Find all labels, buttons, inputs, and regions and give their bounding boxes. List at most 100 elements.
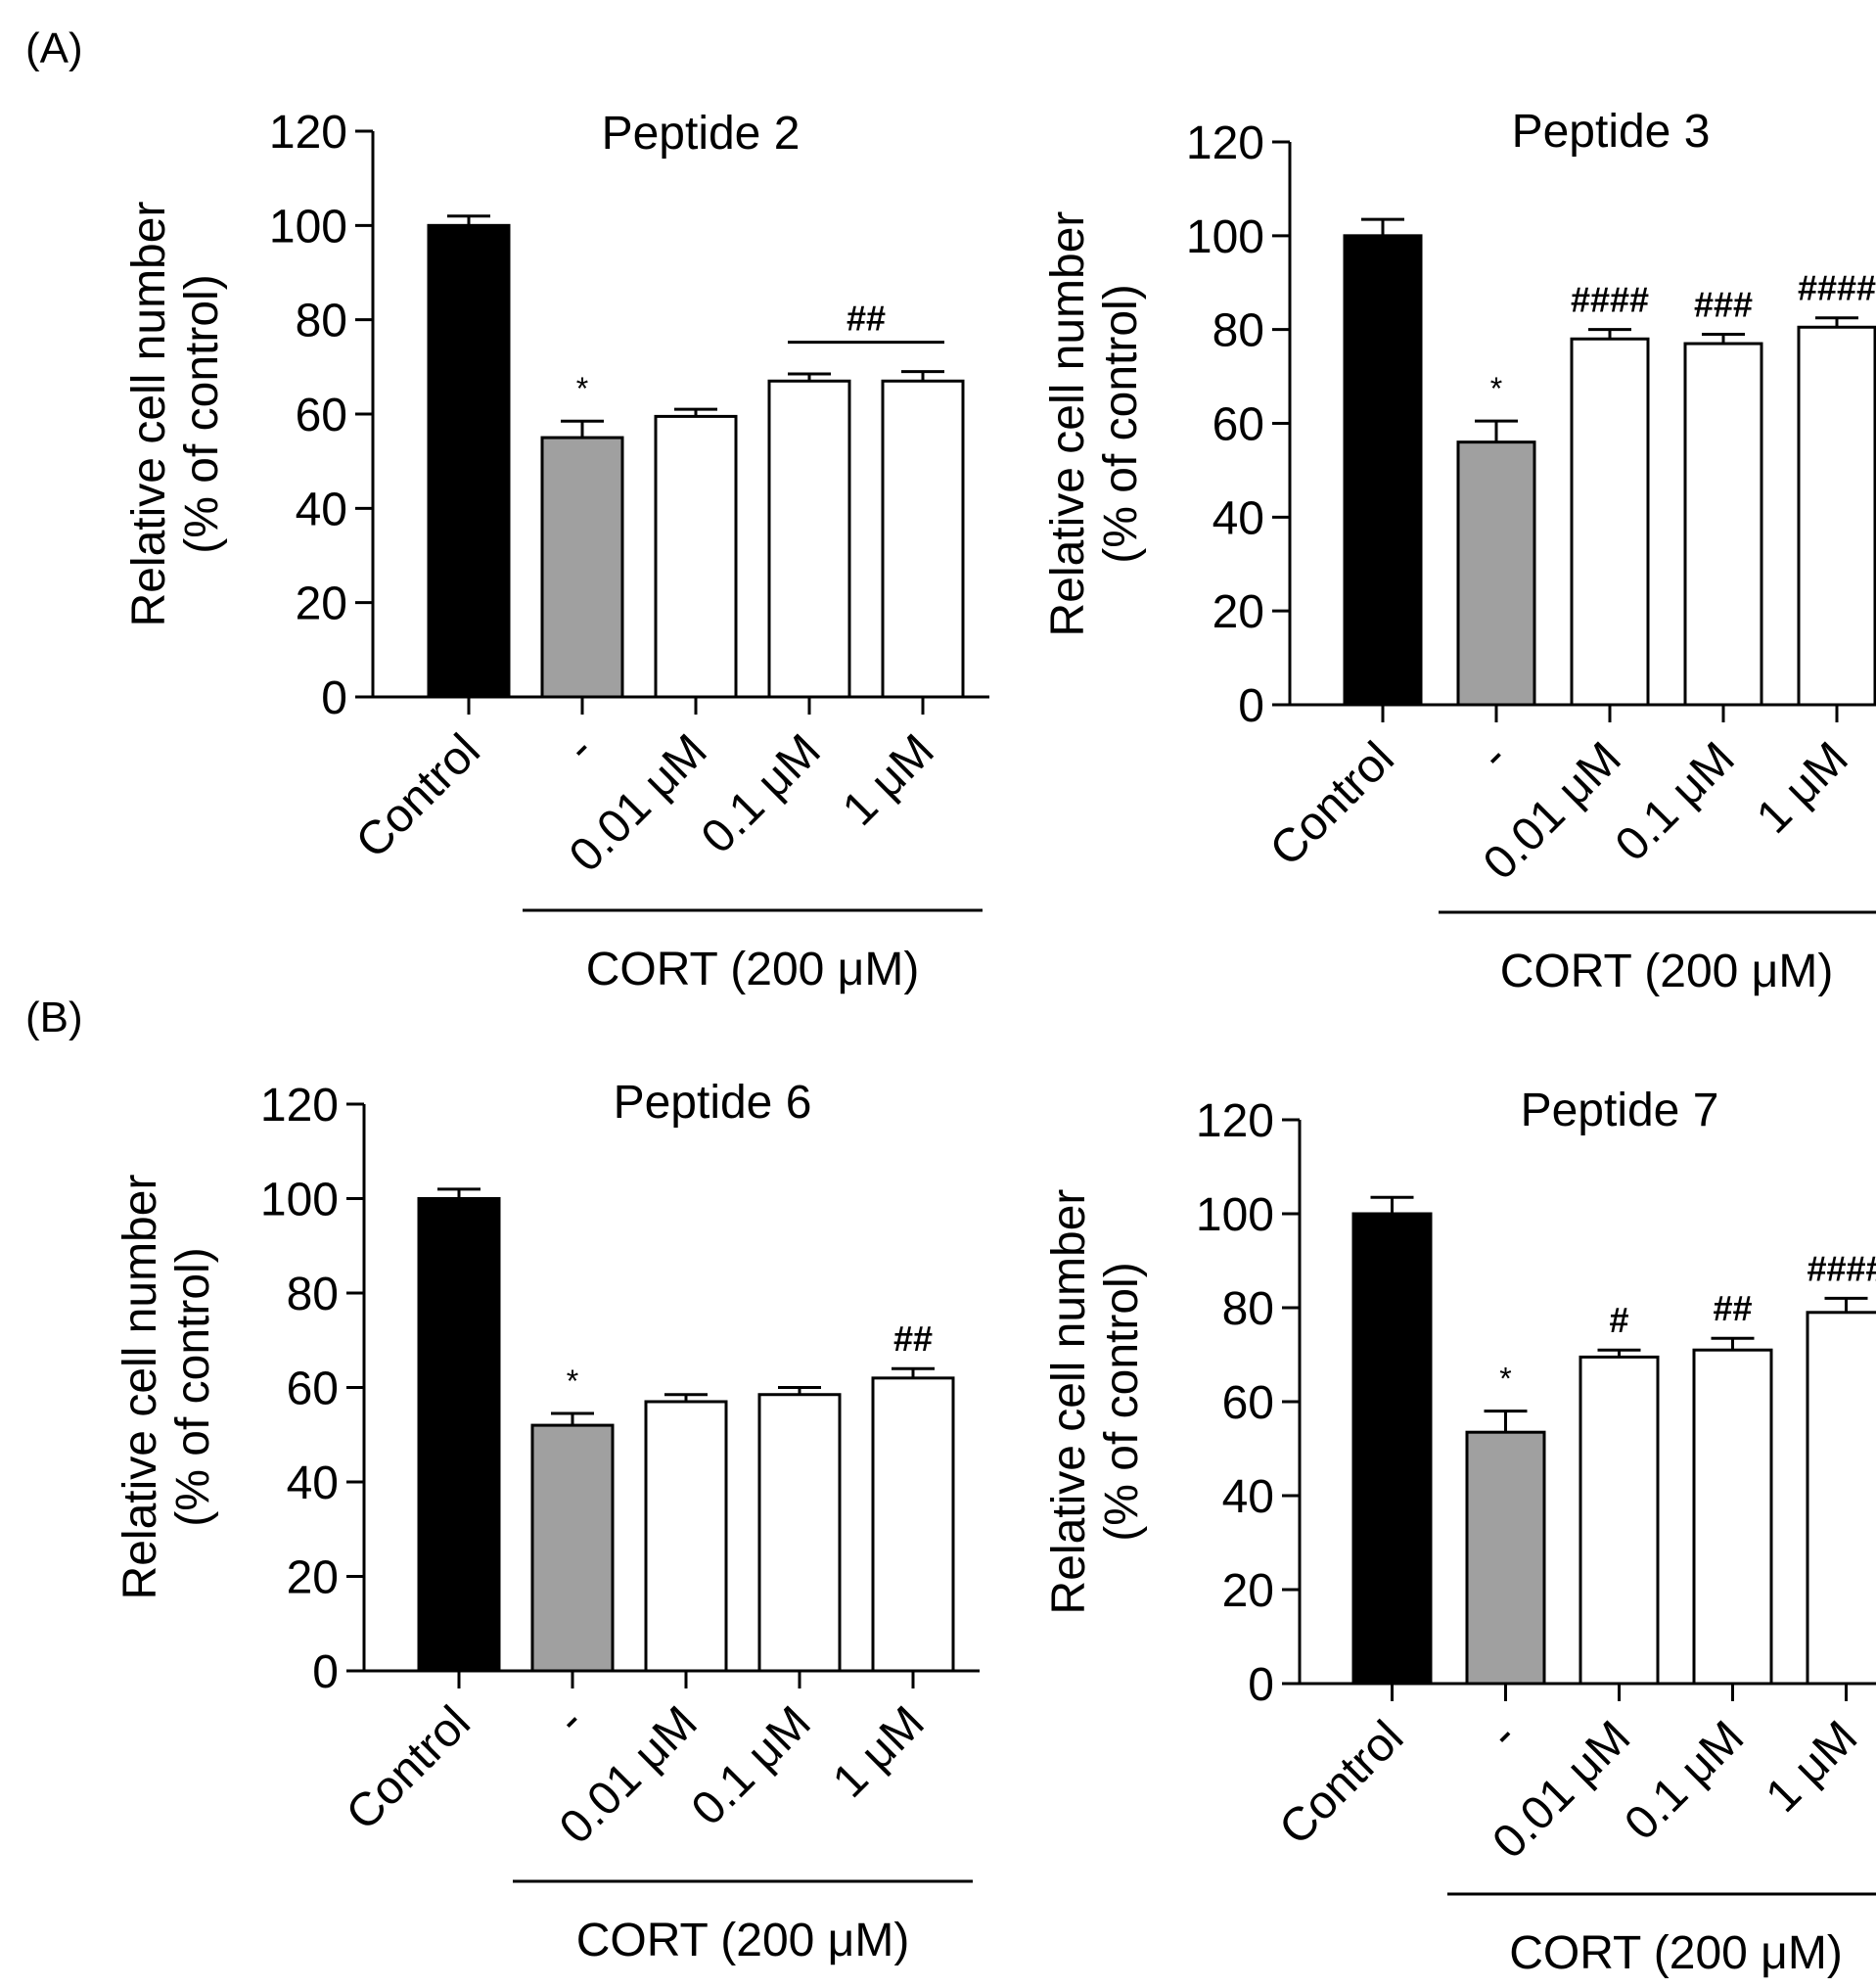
y-tick-label: 80: [296, 296, 347, 347]
y-tick-label: 20: [296, 578, 347, 630]
y-tick-label: 80: [287, 1269, 339, 1320]
y-tick-label: 60: [296, 390, 347, 441]
group-label: CORT (200 μM): [586, 944, 920, 995]
chart-title: Peptide 6: [614, 1077, 812, 1129]
y-tick-label: 80: [1213, 305, 1264, 357]
y-tick-label: 80: [1222, 1283, 1274, 1335]
bar: [1797, 325, 1876, 707]
chart-3: Peptide 6 Relative cell number (% of contr…: [114, 1077, 980, 1966]
bar: [1806, 1311, 1876, 1686]
y-tick-label: 0: [321, 672, 347, 724]
bar: [1351, 1212, 1433, 1686]
bar: [1579, 1355, 1660, 1686]
y-tick-label: 40: [1222, 1471, 1274, 1523]
category-label: Control: [1269, 1711, 1413, 1855]
chart-2: Peptide 3 Relative cell number (% of contr…: [1042, 106, 1876, 997]
y-axis-label: Relative cell number: [123, 202, 175, 627]
y-tick-label: 40: [287, 1457, 339, 1509]
significance-label: ##: [846, 299, 886, 339]
significance-label: ####: [1798, 268, 1876, 308]
bar: [871, 1376, 955, 1673]
category-label: 0.1 μM: [1615, 1711, 1754, 1850]
group-label: CORT (200 μM): [1500, 946, 1834, 997]
panel-label-b: (B): [25, 994, 83, 1041]
y-axis-label: (% of control): [167, 1247, 219, 1526]
y-tick-label: 60: [287, 1364, 339, 1415]
significance-label: ####: [1571, 280, 1649, 320]
chart-title: Peptide 2: [602, 108, 801, 160]
y-tick-label: 40: [1213, 492, 1264, 544]
y-tick-label: 100: [1196, 1189, 1274, 1241]
category-label: 0.1 μM: [682, 1696, 821, 1835]
category-label: Control: [346, 724, 490, 868]
y-tick-label: 120: [260, 1080, 339, 1132]
category-label: -: [546, 1696, 594, 1744]
category-label: 1 μM: [833, 724, 944, 836]
y-tick-label: 0: [312, 1646, 339, 1698]
bar: [767, 379, 851, 699]
bar: [881, 379, 965, 699]
y-tick-label: 60: [1222, 1377, 1274, 1429]
y-axis-label: (% of control): [1096, 1262, 1148, 1541]
category-label: Control: [337, 1696, 480, 1840]
y-axis-label: Relative cell number: [1042, 211, 1094, 637]
category-label: -: [556, 724, 604, 772]
y-tick-label: 60: [1213, 399, 1264, 451]
y-tick-label: 20: [287, 1552, 339, 1604]
y-tick-label: 100: [260, 1175, 339, 1226]
category-label: -: [1479, 1711, 1527, 1759]
chart-1: Peptide 2 Relative cell number (% of contr…: [123, 107, 989, 995]
bar: [654, 414, 738, 699]
category-label: 0.1 μM: [692, 724, 831, 863]
category-label: 1 μM: [823, 1696, 935, 1808]
significance-label: ###: [1694, 284, 1753, 324]
y-axis-label: Relative cell number: [1043, 1189, 1095, 1615]
chart-4: Peptide 7 Relative cell number (% of contr…: [1043, 1085, 1876, 1979]
y-tick-label: 120: [269, 107, 347, 159]
y-tick-label: 120: [1196, 1095, 1274, 1147]
significance-label: ##: [1713, 1288, 1752, 1328]
significance-label: ##: [893, 1318, 933, 1359]
bar: [1570, 337, 1650, 707]
group-label: CORT (200 μM): [1509, 1927, 1843, 1979]
panel-label-a: (A): [25, 24, 83, 72]
category-label: Control: [1260, 732, 1404, 876]
significance-label: *: [567, 1364, 578, 1399]
y-tick-label: 100: [1186, 211, 1264, 263]
category-label: 0.1 μM: [1606, 732, 1745, 871]
bar: [1692, 1348, 1773, 1686]
bar: [1683, 342, 1763, 707]
chart-title: Peptide 7: [1521, 1085, 1719, 1136]
significance-label: ####: [1807, 1248, 1876, 1288]
bar: [417, 1197, 501, 1673]
chart-title: Peptide 3: [1512, 106, 1711, 158]
bar: [540, 436, 624, 699]
y-tick-label: 100: [269, 201, 347, 253]
y-tick-label: 20: [1213, 586, 1264, 638]
bar: [1456, 440, 1536, 707]
bar: [1343, 234, 1423, 707]
category-label: 1 μM: [1747, 732, 1858, 844]
group-label: CORT (200 μM): [576, 1915, 910, 1966]
bar: [757, 1393, 842, 1673]
bar: [1465, 1430, 1546, 1686]
y-tick-label: 0: [1248, 1659, 1274, 1711]
bar: [644, 1400, 728, 1673]
significance-label: *: [576, 371, 588, 406]
category-label: -: [1470, 732, 1518, 780]
y-tick-label: 40: [296, 484, 347, 535]
y-axis-label: (% of control): [1095, 284, 1147, 563]
y-axis-label: Relative cell number: [114, 1175, 166, 1600]
y-tick-label: 0: [1238, 680, 1264, 732]
category-label: 1 μM: [1757, 1711, 1868, 1823]
bar: [427, 223, 511, 699]
significance-label: *: [1499, 1362, 1511, 1397]
bar: [530, 1423, 615, 1673]
y-tick-label: 120: [1186, 117, 1264, 169]
y-axis-label: (% of control): [176, 274, 228, 553]
significance-label: #: [1609, 1300, 1628, 1340]
y-tick-label: 20: [1222, 1565, 1274, 1617]
significance-label: *: [1490, 371, 1502, 406]
